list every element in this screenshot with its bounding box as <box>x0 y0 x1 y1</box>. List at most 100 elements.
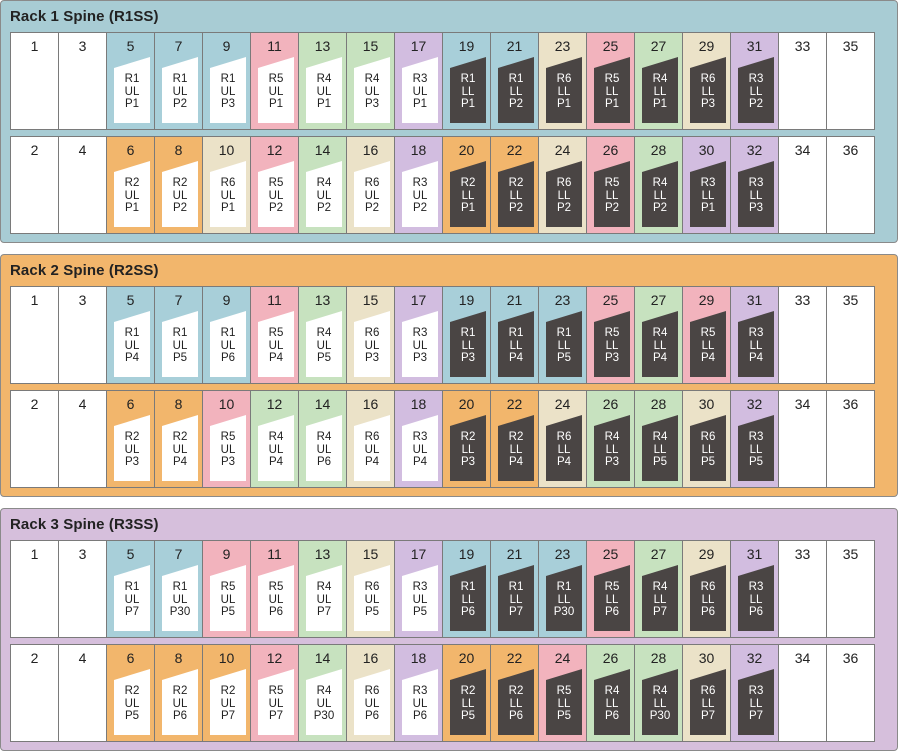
even-port-row: 2 4 6 R2 UL P1 8 R2 UL P2 10 R6 UL P1 12 R5 UL P2… <box>10 136 875 234</box>
port-36: 36 <box>826 136 875 234</box>
tag-body <box>162 161 198 227</box>
port-20: 20 R2 LL P5 <box>442 644 491 742</box>
tag-body <box>162 669 198 735</box>
tag-body <box>594 415 630 481</box>
port-33: 33 <box>778 286 827 384</box>
tag-body <box>738 415 774 481</box>
cable-label: R1 LL P2 <box>508 73 524 110</box>
port-1: 1 <box>10 32 59 130</box>
tag-body <box>114 57 150 123</box>
cable-label: R6 LL P4 <box>556 431 572 468</box>
tag-shape <box>546 311 582 377</box>
tag-body <box>114 669 150 735</box>
port-17: 17 R3 UL P1 <box>394 32 443 130</box>
tag-body <box>738 565 774 631</box>
upper-link-cable-tag: R2 UL P1 <box>114 161 150 227</box>
port-number: 23 <box>554 38 571 54</box>
tag-body <box>306 57 342 123</box>
port-12: 12 R4 UL P4 <box>250 390 299 488</box>
port-9: 9 R1 UL P3 <box>202 32 251 130</box>
tag-shape <box>402 415 438 481</box>
port-number: 2 <box>30 650 39 666</box>
port-25: 25 R5 LL P3 <box>586 286 635 384</box>
tag-shape <box>162 311 198 377</box>
tag-shape <box>594 57 630 123</box>
cable-label: R3 UL P6 <box>412 685 428 722</box>
cable-label: R3 LL P3 <box>748 177 764 214</box>
tag-shape <box>210 565 246 631</box>
upper-link-cable-tag: R5 UL P1 <box>258 57 294 123</box>
port-number: 34 <box>794 396 811 412</box>
port-number: 1 <box>30 292 39 308</box>
cable-label: R3 UL P2 <box>412 177 428 214</box>
tag-shape <box>114 161 150 227</box>
port-30: 30 R6 LL P5 <box>682 390 731 488</box>
port-number: 7 <box>174 546 183 562</box>
lower-link-cable-tag: R4 LL P5 <box>642 415 678 481</box>
tag-shape <box>210 311 246 377</box>
port-number: 8 <box>174 650 183 666</box>
port-number: 35 <box>842 546 859 562</box>
port-number: 36 <box>842 142 859 158</box>
port-number: 1 <box>30 546 39 562</box>
port-16: 16 R6 UL P6 <box>346 644 395 742</box>
port-number: 23 <box>554 546 571 562</box>
tag-body <box>258 311 294 377</box>
tag-shape <box>642 161 678 227</box>
cable-label: R6 UL P2 <box>364 177 380 214</box>
port-3: 3 <box>58 286 107 384</box>
port-number: 20 <box>458 142 475 158</box>
port-33: 33 <box>778 32 827 130</box>
tag-shape <box>354 565 390 631</box>
port-number: 5 <box>126 546 135 562</box>
port-4: 4 <box>58 390 107 488</box>
cable-label: R2 LL P3 <box>460 431 476 468</box>
upper-link-cable-tag: R2 UL P3 <box>114 415 150 481</box>
cable-label: R3 UL P3 <box>412 327 428 364</box>
lower-link-cable-tag: R4 LL P6 <box>594 669 630 735</box>
tag-body <box>354 565 390 631</box>
tag-body <box>210 415 246 481</box>
port-number: 6 <box>126 650 135 666</box>
port-number: 16 <box>362 142 379 158</box>
tag-body <box>402 161 438 227</box>
lower-link-cable-tag: R1 LL P6 <box>450 565 486 631</box>
tag-body <box>594 669 630 735</box>
tag-body <box>210 161 246 227</box>
port-19: 19 R1 LL P3 <box>442 286 491 384</box>
lower-link-cable-tag: R4 LL P2 <box>642 161 678 227</box>
cable-label: R6 UL P1 <box>220 177 236 214</box>
port-number: 3 <box>78 546 87 562</box>
upper-link-cable-tag: R3 UL P6 <box>402 669 438 735</box>
upper-link-cable-tag: R3 UL P3 <box>402 311 438 377</box>
odd-port-row: 1 3 5 R1 UL P4 7 R1 UL P5 9 R1 UL P6 11 R5 UL P4 1… <box>10 286 875 384</box>
tag-body <box>354 415 390 481</box>
tag-shape <box>546 669 582 735</box>
cable-label: R6 LL P3 <box>700 73 716 110</box>
port-10: 10 R5 UL P3 <box>202 390 251 488</box>
tag-shape <box>546 415 582 481</box>
cable-label: R5 LL P2 <box>604 177 620 214</box>
port-number: 28 <box>650 650 667 666</box>
tag-shape <box>690 565 726 631</box>
port-7: 7 R1 UL P30 <box>154 540 203 638</box>
port-number: 35 <box>842 292 859 308</box>
tag-body <box>258 565 294 631</box>
tag-shape <box>402 669 438 735</box>
port-31: 31 R3 LL P4 <box>730 286 779 384</box>
port-number: 9 <box>222 38 231 54</box>
cable-label: R5 LL P3 <box>604 327 620 364</box>
upper-link-cable-tag: R1 UL P6 <box>210 311 246 377</box>
port-number: 18 <box>410 650 427 666</box>
port-number: 29 <box>698 292 715 308</box>
lower-link-cable-tag: R5 LL P1 <box>594 57 630 123</box>
upper-link-cable-tag: R6 UL P1 <box>210 161 246 227</box>
tag-body <box>402 669 438 735</box>
tag-body <box>594 161 630 227</box>
lower-link-cable-tag: R3 LL P4 <box>738 311 774 377</box>
tag-shape <box>258 311 294 377</box>
port-11: 11 R5 UL P6 <box>250 540 299 638</box>
tag-body <box>546 57 582 123</box>
port-7: 7 R1 UL P2 <box>154 32 203 130</box>
tag-shape <box>498 415 534 481</box>
